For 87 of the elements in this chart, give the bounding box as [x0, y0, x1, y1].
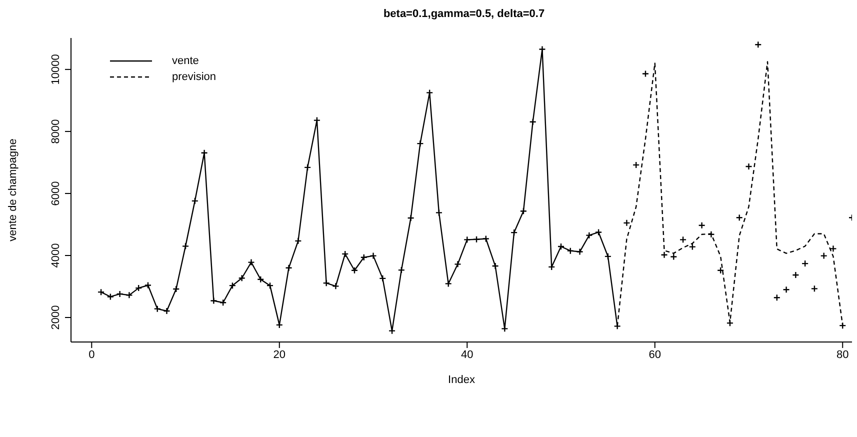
- point: [106, 293, 114, 300]
- point: [660, 251, 668, 258]
- point: [632, 161, 640, 169]
- point: [810, 285, 818, 292]
- x-tick-label: 0: [88, 348, 95, 361]
- point: [623, 219, 630, 227]
- point: [360, 254, 368, 261]
- point: [163, 307, 170, 315]
- point: [304, 164, 312, 172]
- point: [586, 232, 593, 239]
- point: [370, 252, 377, 260]
- point: [754, 41, 762, 48]
- point: [116, 290, 124, 298]
- point: [379, 274, 386, 282]
- legend-label: vente: [172, 55, 199, 67]
- point: [820, 252, 828, 260]
- point: [576, 248, 584, 256]
- point: [407, 214, 414, 222]
- point: [248, 258, 255, 266]
- point: [529, 118, 536, 126]
- point: [482, 235, 490, 242]
- chart-title: beta=0.1,gamma=0.5, delta=0.7: [382, 8, 546, 20]
- point: [679, 236, 687, 244]
- point: [736, 214, 743, 222]
- point: [294, 237, 302, 245]
- x-tick-label: 80: [836, 348, 849, 361]
- point: [257, 276, 264, 283]
- point: [426, 89, 434, 96]
- point: [642, 70, 650, 78]
- y-tick-label: 10000: [50, 54, 62, 85]
- point: [144, 282, 152, 289]
- point: [285, 264, 292, 272]
- y-tick-label: 4000: [50, 243, 62, 268]
- y-tick-label: 6000: [50, 181, 62, 206]
- point: [604, 252, 612, 260]
- point: [172, 285, 180, 293]
- x-axis-title: Index: [448, 374, 476, 386]
- point: [464, 236, 471, 244]
- point: [435, 209, 443, 216]
- point: [472, 236, 480, 243]
- point: [520, 208, 528, 215]
- point: [266, 282, 274, 290]
- point: [688, 243, 696, 250]
- point: [134, 284, 142, 292]
- point: [594, 228, 602, 236]
- x-tick-label: 40: [461, 348, 474, 361]
- point: [210, 297, 218, 304]
- point: [708, 230, 715, 238]
- point: [444, 280, 452, 288]
- point: [801, 260, 809, 268]
- point: [726, 319, 734, 327]
- point: [839, 322, 846, 330]
- point: [342, 250, 349, 258]
- point: [191, 197, 199, 205]
- point: [416, 140, 424, 148]
- point: [510, 228, 518, 236]
- point: [538, 46, 546, 53]
- point: [492, 262, 499, 270]
- point: [557, 242, 565, 250]
- legend-label: prevision: [172, 71, 216, 83]
- point: [698, 222, 706, 230]
- point: [792, 271, 800, 279]
- point: [313, 116, 321, 124]
- point: [228, 282, 236, 290]
- point: [322, 279, 330, 287]
- point: [454, 260, 462, 268]
- x-tick-label: 60: [648, 348, 661, 361]
- point: [830, 245, 837, 252]
- point: [716, 266, 724, 274]
- point: [782, 286, 790, 294]
- y-tick-label: 2000: [50, 305, 62, 330]
- point: [670, 253, 678, 260]
- point: [219, 299, 227, 306]
- point: [566, 247, 574, 254]
- point: [182, 242, 190, 250]
- point: [154, 305, 161, 312]
- point: [350, 266, 358, 274]
- point: [332, 282, 340, 290]
- y-axis-title: vente de champagne: [6, 138, 19, 242]
- x-tick-label: 20: [273, 348, 286, 361]
- point: [126, 292, 133, 299]
- point: [773, 294, 781, 302]
- y-tick-label: 8000: [50, 119, 62, 144]
- point: [745, 162, 752, 170]
- point: [398, 266, 406, 274]
- point: [548, 263, 556, 271]
- point: [238, 274, 246, 282]
